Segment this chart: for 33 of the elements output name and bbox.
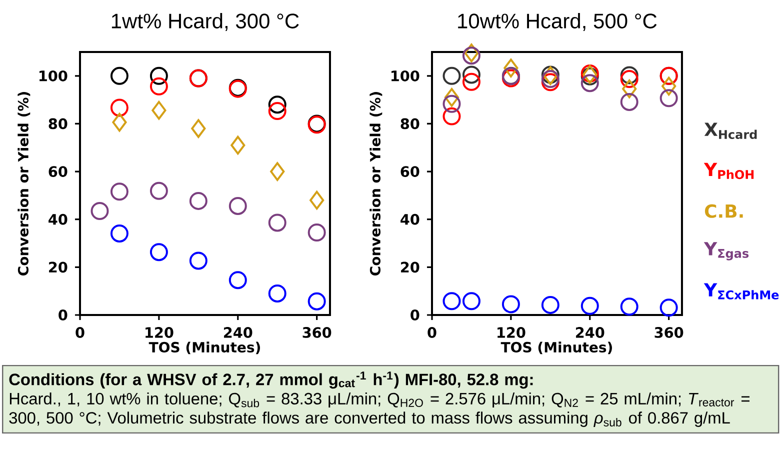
x-axis-title: TOS (Minutes) — [148, 342, 260, 354]
x-tick-label: 240 — [576, 327, 604, 338]
y-tick-label: 20 — [401, 262, 420, 273]
y-tick-label: 40 — [48, 214, 68, 225]
y-tick-label: 100 — [40, 70, 68, 82]
x-tick-label: 120 — [146, 327, 174, 338]
y-tick-label: 60 — [48, 166, 68, 177]
text: Conditions (for a WHSV of 2.7, 27 mmol g$_{cat}$$^{-1}$ h$^{-1}$) MFI-80, 52.8 mg: — [9, 372, 533, 389]
y-tick-label: 20 — [49, 262, 68, 273]
y-tick-label: 80 — [48, 118, 68, 130]
y-tick-label: 0 — [58, 310, 68, 320]
y-tick-label: 100 — [392, 70, 420, 82]
chart-title: 10wt% Hcard, 500 °C — [458, 13, 657, 31]
y-axis-title: Conversion or Yield (%) — [18, 92, 30, 276]
text: X$_{Hcard}$ — [704, 122, 757, 139]
x-axis-title: TOS (Minutes) — [500, 342, 612, 354]
y-axis-title: Conversion or Yield (%) — [370, 92, 382, 276]
x-tick-label: 360 — [302, 327, 332, 338]
text: C.B. — [704, 204, 743, 218]
text: Y$_{Σgas}$ — [704, 242, 749, 260]
chart-title: 1wt% Hcard, 300 °C — [112, 13, 299, 31]
x-tick-label: 240 — [224, 327, 252, 338]
x-tick-label: 0 — [428, 327, 436, 338]
x-tick-label: 360 — [654, 327, 684, 338]
y-tick-label: 40 — [400, 214, 420, 225]
text: Hcard., 1, 10 wt% in toluene; Q$_{sub}$ = 83.33 μL/min; Q$_{H2O}$ = 2.576 μL/min; Q$_{N2}$ = 25 mL/min; T$_{reactor}$ = 300, 500 °C; Volumetric substrate flows are converted to mass flows assuming ρ$_{sub}$ of 0.867 g/mL — [9, 392, 750, 427]
x-tick-label: 120 — [498, 327, 526, 338]
y-tick-label: 80 — [400, 118, 420, 130]
series-label: Y$_{ΣCxPhMe}$ — [704, 283, 779, 300]
y-tick-label: 0 — [410, 310, 420, 320]
text: Y$_{PhOH}$ — [704, 162, 754, 180]
x-tick-label: 0 — [76, 327, 84, 338]
y-tick-label: 60 — [400, 166, 420, 177]
